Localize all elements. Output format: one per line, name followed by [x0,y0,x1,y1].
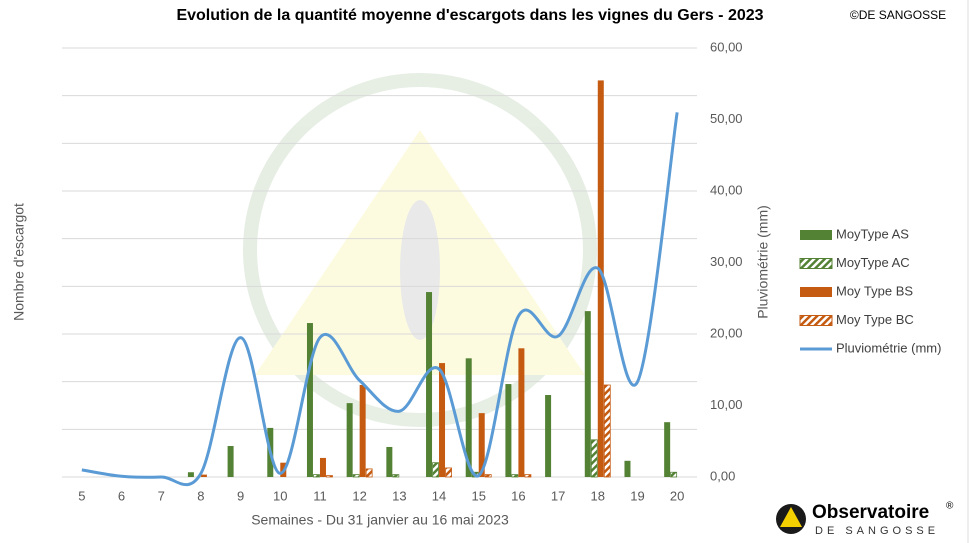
bar [432,462,439,478]
bar [306,323,313,477]
bar [187,472,194,477]
legend-swatch [800,230,832,240]
bar [603,384,611,478]
x-tick-label: 18 [591,488,605,503]
x-tick-label: 7 [158,488,165,503]
bar [465,358,472,477]
legend-label: MoyType AC [836,255,910,270]
logo-sub: DE SANGOSSE [815,525,939,537]
line [81,112,679,487]
copyright: ©DE SANGOSSE [850,8,946,22]
bar [386,446,393,477]
legend-label: Moy Type BC [836,312,914,327]
bar [227,446,234,477]
legend-swatch [799,315,833,326]
x-tick-label: 16 [511,488,525,503]
x-tick-label: 9 [237,488,244,503]
bar [590,439,598,478]
x-tick-label: 6 [118,488,125,503]
y2-tick-label: 60,00 [710,39,743,54]
logo-mark: ® [946,501,954,512]
bar [478,413,485,477]
bar [597,80,604,477]
bar [313,474,320,478]
bar [584,311,591,477]
legend-label: MoyType AS [836,226,909,241]
bar [326,475,333,478]
bar [484,474,492,478]
logo: Observatoire ® DE SANGOSSE [776,501,954,537]
bar [545,395,552,477]
x-tick-label: 5 [78,488,85,503]
bar [505,384,512,477]
bar [511,474,519,478]
legend-label: Pluviométrie (mm) [836,340,941,355]
y2-tick-label: 0,00 [710,468,735,483]
bar [392,474,400,478]
y2-tick-label: 20,00 [710,325,743,340]
x-tick-label: 15 [471,488,485,503]
bar [624,460,631,477]
legend-label: Moy Type BS [836,283,913,298]
legend-swatch [799,258,833,269]
bar [200,474,207,477]
x-tick-label: 8 [197,488,204,503]
bar [365,468,373,478]
y-axis-title: Nombre d'escargot [11,203,27,321]
bar [352,474,360,478]
x-tick-label: 10 [273,488,287,503]
bar [359,385,366,477]
bar [664,422,671,477]
bar [670,471,678,478]
y2-tick-label: 40,00 [710,182,743,197]
logo-name: Observatoire [812,502,929,523]
y2-tick-label: 50,00 [710,111,743,126]
bar [319,457,326,477]
bar [346,403,353,477]
x-axis-title: Semaines - Du 31 janvier au 16 mai 2023 [251,512,509,528]
x-tick-label: 13 [392,488,406,503]
x-tick-label: 14 [432,488,446,503]
bar [518,348,525,477]
x-tick-label: 17 [551,488,565,503]
x-tick-label: 19 [630,488,644,503]
y2-tick-label: 10,00 [710,397,743,412]
bar [426,292,433,477]
x-tick-label: 12 [352,488,366,503]
bar [524,474,532,478]
x-tick-label: 20 [670,488,684,503]
bar [439,363,446,477]
legend-swatch [800,287,832,297]
bar [445,467,452,478]
x-tick-label: 11 [313,488,327,503]
watermark [243,73,597,427]
y2-tick-label: 30,00 [710,254,743,269]
chart-title: Evolution de la quantité moyenne d'escar… [176,7,763,24]
y2-axis-title: Pluviométrie (mm) [755,205,771,319]
